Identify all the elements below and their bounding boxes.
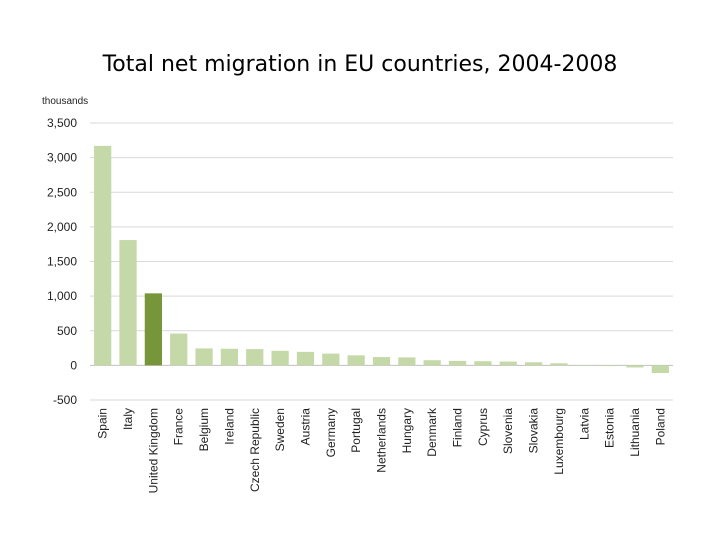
x-category-label: Luxembourg	[552, 408, 566, 475]
bar-italy	[119, 240, 137, 366]
x-category-label: Germany	[324, 408, 338, 457]
bar-hungary	[398, 357, 416, 366]
bar-ireland	[220, 348, 239, 366]
x-category-label: France	[172, 408, 186, 446]
x-category-label: Poland	[653, 408, 667, 445]
bar-poland	[651, 365, 669, 373]
category-labels: Spain Italy United Kingdom France Belgium Ire…	[96, 407, 668, 493]
x-category-label: United Kingdom	[146, 408, 160, 493]
bar-united-kingdom	[144, 293, 162, 366]
slide-title: Total net migration in EU countries, 200…	[102, 52, 618, 77]
bar-portugal	[347, 355, 365, 366]
bar-netherlands	[372, 357, 391, 366]
x-category-label: Portugal	[349, 408, 363, 453]
y-tick-label: 1,500	[47, 255, 77, 269]
bar-estonia	[601, 365, 619, 367]
x-category-label: Italy	[121, 408, 135, 430]
bars	[94, 145, 669, 373]
bar-slovakia	[524, 362, 543, 366]
bar-austria	[296, 351, 315, 366]
bar-cyprus	[474, 361, 492, 366]
x-category-label: Ireland	[222, 408, 236, 445]
y-tick-label: 1,000	[47, 289, 77, 303]
y-tick-label: 0	[70, 358, 77, 372]
x-category-label: Austria	[298, 408, 312, 446]
x-category-label: Slovenia	[501, 408, 515, 454]
y-tick-label: 500	[57, 324, 77, 338]
x-category-label: Lithuania	[628, 408, 642, 457]
x-category-label: Spain	[96, 408, 110, 439]
bar-lithuania	[626, 365, 644, 368]
x-category-label: Finland	[451, 408, 465, 447]
x-category-label: Netherlands	[375, 408, 389, 473]
x-category-label: Estonia	[603, 408, 617, 448]
bar-denmark	[423, 360, 441, 366]
bar-sweden	[271, 350, 289, 366]
x-category-label: Slovakia	[527, 408, 541, 454]
bar-germany	[322, 353, 340, 366]
y-tick-label: -500	[53, 393, 77, 407]
bar-france	[170, 333, 188, 366]
y-tick-label: 2,500	[47, 185, 77, 199]
x-category-label: Denmark	[425, 407, 439, 457]
x-category-label: Latvia	[577, 408, 591, 440]
x-category-label: Czech Republic	[248, 408, 262, 492]
bar-belgium	[195, 348, 213, 366]
y-tick-label: 3,500	[47, 116, 77, 130]
x-category-label: Cyprus	[476, 408, 490, 446]
x-category-label: Sweden	[273, 408, 287, 451]
bar-czech-republic	[246, 349, 264, 366]
bar-luxembourg	[550, 363, 568, 366]
y-axis-unit-label: thousands	[42, 96, 88, 107]
bar-slovenia	[499, 361, 517, 366]
y-axis-ticks: 3,500 3,000 2,500 2,000 1,500 1,000 500 0 -500	[47, 116, 77, 407]
bar-latvia	[575, 365, 593, 366]
bar-finland	[448, 360, 467, 366]
x-category-label: Belgium	[197, 408, 211, 451]
bar-spain	[94, 145, 112, 366]
y-tick-label: 3,000	[47, 151, 77, 165]
y-tick-label: 2,000	[47, 220, 77, 234]
x-category-label: Hungary	[400, 408, 414, 453]
